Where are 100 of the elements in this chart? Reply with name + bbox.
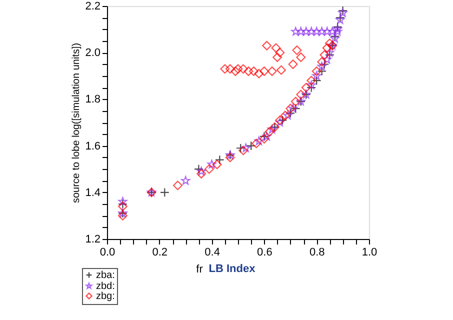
point (268, 124, 277, 134)
point (238, 146, 248, 156)
point (317, 57, 327, 67)
point (312, 76, 322, 86)
point (118, 199, 128, 209)
point (280, 110, 290, 120)
point (333, 24, 342, 34)
point (275, 118, 284, 126)
x-tick-label: 1.0 (362, 246, 378, 258)
point (325, 48, 334, 57)
point (267, 66, 277, 76)
y-tick-label: 1.4 (85, 186, 100, 199)
x-tick-label: 0.8 (309, 246, 325, 258)
point (259, 66, 269, 76)
point (306, 26, 316, 36)
point (204, 164, 214, 174)
point (320, 50, 330, 60)
point (259, 134, 269, 144)
point (275, 48, 285, 58)
point (290, 96, 300, 106)
y-tick-label: 1.2 (85, 234, 100, 246)
point (248, 66, 258, 76)
x-tick-label: 0.4 (204, 246, 220, 258)
point (118, 196, 128, 206)
point (324, 38, 334, 48)
point (212, 160, 222, 170)
point (291, 26, 300, 36)
point (335, 12, 345, 22)
point (288, 60, 298, 69)
point (262, 40, 272, 50)
point (246, 141, 256, 151)
point (336, 15, 345, 24)
point (220, 64, 230, 74)
point (118, 202, 128, 212)
point (317, 26, 326, 36)
point (225, 64, 235, 74)
point (301, 82, 311, 92)
y-axis-title: source to lobe log([simulation units]) (71, 42, 82, 204)
point (338, 6, 348, 16)
point (302, 26, 311, 36)
point (238, 64, 248, 74)
x-axis-title: fr (196, 264, 204, 276)
point (290, 104, 300, 114)
legend-label: zbd: (96, 281, 115, 292)
point (320, 60, 330, 69)
point (324, 50, 334, 60)
point (306, 82, 316, 92)
point (322, 26, 332, 36)
point (296, 52, 306, 62)
point (252, 138, 262, 148)
point (322, 43, 332, 53)
point (276, 65, 286, 75)
point (292, 46, 302, 56)
point (286, 108, 296, 118)
point (196, 169, 206, 178)
point (236, 143, 246, 153)
point (181, 176, 190, 185)
point (230, 66, 240, 76)
point (262, 132, 272, 140)
point (312, 26, 322, 36)
point (271, 43, 281, 53)
point (272, 52, 282, 62)
point (283, 110, 292, 120)
point (286, 104, 296, 114)
point (296, 90, 306, 100)
point (328, 26, 337, 36)
point (264, 127, 274, 137)
point (225, 152, 235, 162)
x-tick-label: 0.0 (100, 246, 116, 258)
point (306, 80, 316, 90)
point (207, 160, 216, 168)
point (333, 26, 342, 36)
point (317, 62, 326, 71)
point (173, 180, 182, 190)
point (259, 132, 269, 142)
x-tick-label: 0.2 (152, 246, 168, 258)
point (233, 64, 243, 74)
point (241, 143, 250, 152)
point (196, 166, 206, 176)
point (275, 115, 285, 125)
legend-label: zbg: (96, 291, 115, 302)
y-tick-label: 2.2 (85, 0, 100, 12)
x-tick-label: 0.6 (257, 246, 272, 258)
point (306, 76, 316, 86)
point (322, 54, 332, 64)
point (317, 66, 327, 76)
point (278, 115, 288, 125)
point (296, 26, 306, 36)
text: LB Index (208, 263, 256, 275)
y-tick-label: 2.0 (85, 47, 100, 60)
point (312, 71, 322, 80)
legend-label: zba: (96, 270, 115, 281)
point (214, 155, 224, 165)
point (254, 68, 264, 78)
point (254, 136, 264, 146)
point (194, 164, 204, 174)
y-tick-label: 1.6 (85, 140, 100, 152)
point (160, 188, 170, 198)
y-tick-label: 1.8 (85, 94, 100, 106)
point (244, 66, 254, 76)
